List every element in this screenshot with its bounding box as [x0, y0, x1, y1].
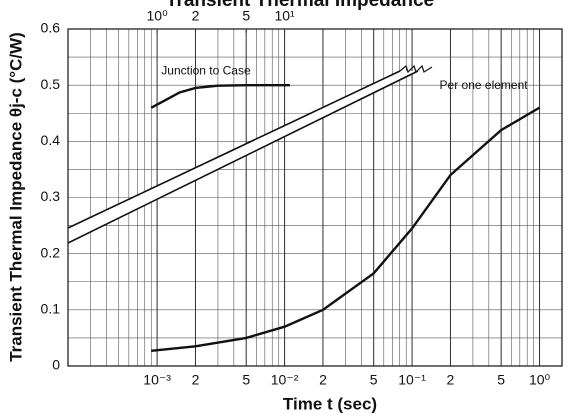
curve — [151, 106, 541, 353]
x-tick-label: 2 — [319, 372, 327, 388]
x-tick-label: 2 — [192, 372, 200, 388]
y-axis-label: Transient Thermal Impedance θj-c (°C/W) — [6, 32, 25, 362]
curve-label: Junction to Case — [161, 63, 251, 77]
y-tick-label: 0.2 — [41, 244, 61, 260]
chart-title: Transient Thermal Impedance — [166, 0, 434, 11]
y-tick-label: 0.6 — [41, 20, 61, 36]
x2-tick-label: 10⁰ — [147, 8, 169, 24]
x-tick-label: 2 — [447, 372, 455, 388]
x-tick-label: 5 — [242, 372, 250, 388]
x-tick-label: 10⁻³ — [143, 372, 171, 388]
curve-label: Per one element — [440, 78, 529, 92]
x-tick-label: 10⁰ — [529, 372, 551, 388]
y-tick-label: 0 — [52, 357, 60, 373]
axis-break-band — [67, 64, 433, 244]
y-tick-label: 0.4 — [41, 132, 61, 148]
x2-tick-label: 10¹ — [274, 8, 295, 24]
x-tick-label: 10⁻² — [271, 372, 299, 388]
x2-tick-label: 2 — [192, 8, 200, 24]
curve — [150, 83, 290, 109]
x-tick-label: 10⁻¹ — [398, 372, 426, 388]
plot-frame — [67, 28, 563, 367]
y-tick-label: 0.3 — [41, 188, 61, 204]
x-tick-label: 5 — [370, 372, 378, 388]
x-axis-label: Time t (sec) — [283, 394, 377, 413]
x-tick-label: 5 — [497, 372, 505, 388]
y-tick-label: 0.5 — [41, 76, 61, 92]
y-tick-label: 0.1 — [41, 301, 61, 317]
x2-tick-label: 5 — [242, 8, 250, 24]
